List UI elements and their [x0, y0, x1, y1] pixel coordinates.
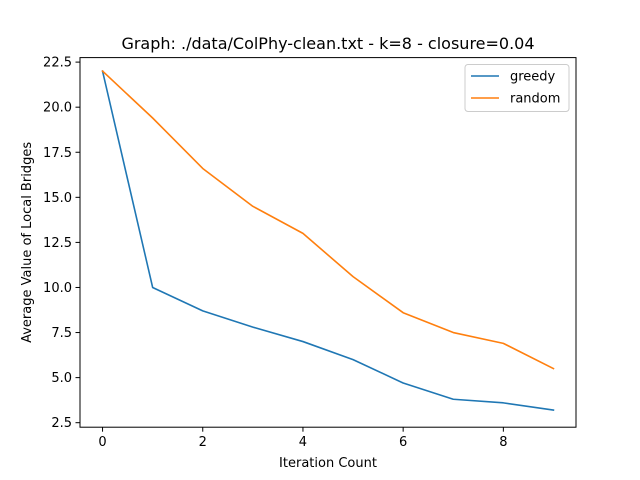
- y-tick-label: 10.0: [43, 281, 72, 296]
- y-tick-label: 15.0: [43, 191, 72, 206]
- legend-label-greedy: greedy: [510, 70, 556, 85]
- x-axis: 0 2 4 6 8: [98, 427, 507, 450]
- y-tick-label: 2.5: [51, 416, 72, 431]
- series-line-random: [101, 69, 555, 370]
- x-tick-label: 8: [499, 435, 507, 450]
- y-tick-label: 17.5: [43, 146, 72, 161]
- x-tick-label: 4: [299, 435, 307, 450]
- y-axis-label: Average Value of Local Bridges: [20, 142, 35, 343]
- legend-label-random: random: [510, 92, 560, 107]
- x-tick-label: 6: [399, 435, 407, 450]
- series-line-greedy: [101, 70, 555, 411]
- chart-title: Graph: ./data/ColPhy-clean.txt - k=8 - c…: [121, 34, 534, 53]
- legend: greedy random: [464, 64, 570, 112]
- x-axis-label: Iteration Count: [279, 456, 377, 471]
- y-tick-label: 7.5: [51, 326, 72, 341]
- x-tick-label: 0: [98, 435, 106, 450]
- y-tick-label: 5.0: [51, 371, 72, 386]
- series-layer: [101, 69, 555, 411]
- x-tick-label: 2: [199, 435, 207, 450]
- y-tick-label: 22.5: [43, 56, 72, 71]
- y-tick-label: 12.5: [43, 236, 72, 251]
- y-axis: 2.5 5.0 7.5 10.0 12.5 15.0 17.5 20.0 22.5: [43, 56, 80, 431]
- y-tick-label: 20.0: [43, 101, 72, 116]
